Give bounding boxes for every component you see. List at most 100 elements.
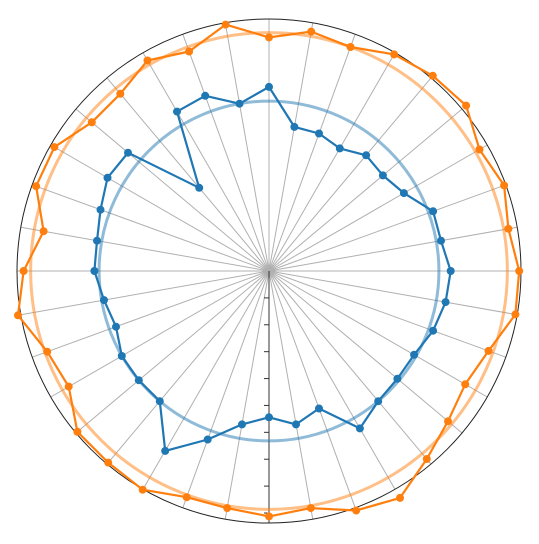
- grid-spoke: [32, 270, 270, 358]
- grid-spoke: [268, 270, 356, 508]
- series-2-point: [104, 458, 113, 467]
- grid-spoke: [268, 270, 506, 358]
- series-layer: [14, 20, 524, 521]
- series-1-point: [161, 446, 170, 455]
- series-2-point: [185, 47, 194, 56]
- radial-ticks: [264, 271, 270, 523]
- series-1-point: [195, 183, 204, 192]
- grid-spoke: [75, 270, 270, 434]
- grid-spoke: [224, 22, 270, 272]
- series-2-point: [511, 310, 520, 319]
- series-1-point: [292, 420, 300, 429]
- series-2-point: [64, 382, 73, 391]
- series-1-point: [399, 189, 408, 198]
- series-2-point: [116, 89, 125, 98]
- series-1-point: [410, 350, 419, 359]
- series-2-point: [143, 56, 152, 65]
- grid-spoke: [20, 270, 270, 316]
- grid-spoke: [224, 270, 270, 520]
- radial-grid: [17, 19, 521, 523]
- series-1-point: [112, 322, 120, 331]
- grid-spoke: [268, 270, 488, 398]
- grid-spoke: [268, 270, 396, 490]
- series-1-point: [265, 82, 273, 91]
- grid-spoke: [268, 77, 432, 272]
- series-2-point: [138, 485, 147, 494]
- series-2-point: [461, 380, 470, 389]
- series-2-point: [346, 43, 355, 51]
- series-2-point: [50, 143, 59, 152]
- grid-spoke: [50, 144, 270, 272]
- series-1-point: [429, 326, 438, 335]
- grid-spoke: [268, 144, 488, 272]
- series-1-point: [290, 122, 299, 131]
- series-1-point: [134, 376, 143, 385]
- series-2-point: [32, 182, 41, 191]
- series-1-point: [315, 404, 323, 413]
- series-2-point: [475, 145, 484, 154]
- series-1-point: [117, 352, 126, 360]
- series-2-point: [265, 512, 273, 521]
- grid-spoke: [20, 226, 270, 272]
- series-1-point: [124, 148, 132, 157]
- series-1-point: [374, 397, 383, 406]
- series-1-point: [93, 236, 101, 245]
- series-1-point: [437, 236, 445, 245]
- series-2-point: [19, 267, 28, 275]
- series-1-point: [173, 107, 181, 116]
- grid-spoke: [268, 184, 506, 272]
- series-1-point: [90, 267, 99, 275]
- series-1-point: [103, 173, 112, 182]
- series-2-point: [352, 506, 361, 515]
- grid-spoke: [268, 270, 432, 465]
- grid-spoke: [182, 270, 270, 508]
- series-1-point: [238, 420, 246, 429]
- grid-spoke: [182, 34, 270, 272]
- series-1-point: [201, 91, 210, 100]
- series-1-point: [100, 296, 108, 305]
- grid-spoke: [268, 270, 518, 316]
- series-1-point: [393, 374, 402, 383]
- series-2-point: [182, 493, 191, 502]
- series-1-point: [355, 424, 364, 433]
- series-2-point: [87, 118, 96, 127]
- series-2-point: [515, 267, 524, 275]
- grid-spoke: [75, 108, 270, 272]
- series-2-point: [221, 20, 230, 29]
- grid-spoke: [106, 77, 270, 272]
- grid-spoke: [268, 270, 314, 520]
- series-2-point: [504, 224, 513, 233]
- grid-spoke: [268, 34, 356, 272]
- series-1-point: [155, 397, 164, 406]
- series-1-point: [441, 298, 450, 307]
- series-2-point: [500, 181, 509, 190]
- grid-spoke: [32, 184, 270, 272]
- series-2-point: [307, 27, 316, 36]
- grid-spoke: [142, 52, 270, 272]
- series-2-point: [265, 33, 273, 42]
- series-2-point: [396, 493, 404, 502]
- series-1-point: [96, 205, 105, 214]
- series-2-point: [73, 427, 82, 436]
- grid-spoke: [268, 226, 518, 272]
- series-2-point: [422, 455, 431, 463]
- series-1-point: [446, 267, 455, 275]
- grid-spoke: [268, 52, 396, 272]
- series-1-point: [362, 151, 371, 160]
- grid-spoke: [268, 22, 314, 272]
- series-2-point: [462, 101, 471, 110]
- series-1-point: [265, 413, 273, 422]
- series-2-point: [223, 504, 232, 513]
- series-1-point: [235, 99, 244, 108]
- series-2-point: [306, 504, 315, 513]
- series-1-point: [315, 129, 323, 138]
- grid-spoke: [268, 108, 463, 272]
- series-1-point: [378, 171, 387, 180]
- series-1-reference-circle: [97, 99, 441, 443]
- series-2-point: [428, 71, 437, 80]
- grid-spoke: [106, 270, 270, 465]
- series-2-point: [43, 347, 52, 356]
- series-2-point: [14, 311, 22, 320]
- grid-spoke: [268, 270, 463, 434]
